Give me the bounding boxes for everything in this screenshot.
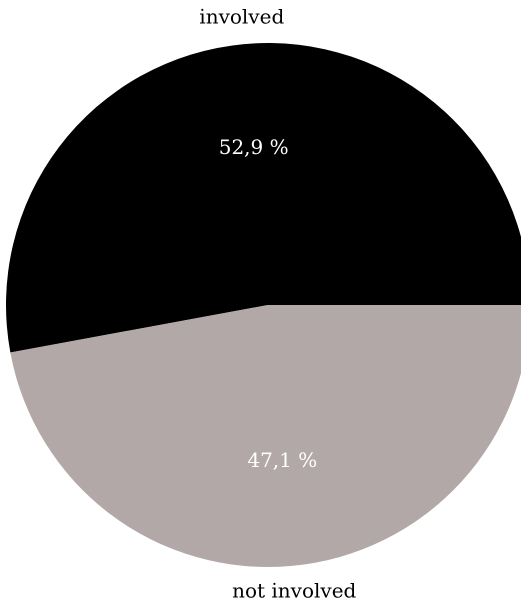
pie-slices — [6, 43, 521, 567]
pie-slice-not-involved — [10, 305, 521, 567]
pie-labels: 52,9 % involved 47,1 % not involved — [199, 4, 356, 601]
pie-category-label: involved — [199, 4, 284, 28]
pie-category-label: not involved — [232, 579, 356, 601]
pie-value-label: 52,9 % — [219, 135, 289, 159]
pie-value-label: 47,1 % — [247, 448, 317, 472]
pie-slice-involved — [6, 43, 521, 353]
